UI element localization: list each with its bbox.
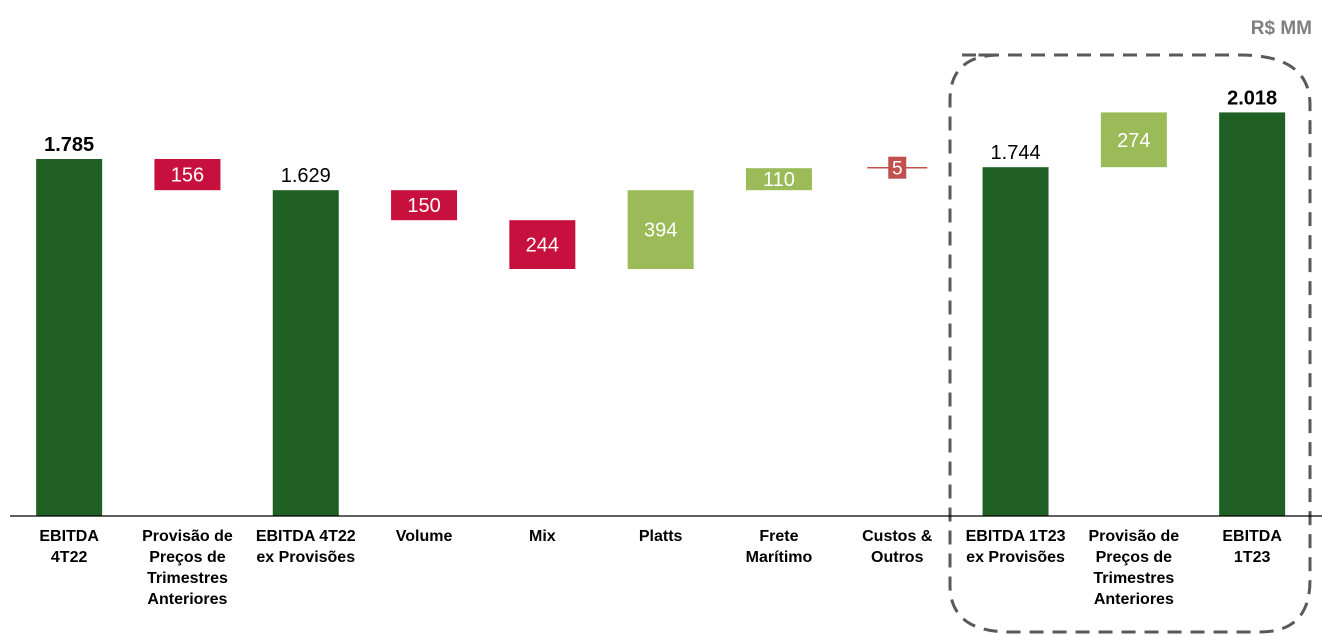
category-label-7: Frete Marítimo: [746, 528, 813, 566]
value-label-4: 150: [407, 195, 440, 217]
highlight-group: [948, 53, 1312, 634]
unit-label: R$ MM: [1250, 18, 1312, 39]
value-label-10: 274: [1117, 130, 1150, 152]
value-labels-layer: 1.785 156 1.629 150 244 394 110 5 1.744 274 2.018: [44, 87, 1277, 256]
highlight-dashed-box: [948, 53, 1312, 634]
category-label-6: Platts: [639, 528, 683, 545]
category-label-5: Mix: [529, 528, 556, 545]
value-label-11: 2.018: [1227, 87, 1277, 109]
value-label-3: 1.629: [281, 165, 331, 187]
value-label-2: 156: [171, 165, 204, 187]
bar-9: [982, 167, 1049, 516]
bar-1: [36, 159, 103, 516]
bar-6: [627, 190, 694, 269]
category-label-9: EBITDA 1T23 ex Provisões: [966, 528, 1066, 566]
bar-10: [1100, 112, 1167, 168]
value-label-5: 244: [526, 235, 559, 257]
category-label-10: Provisão de Preços de Trimestres Anteriores: [1088, 528, 1179, 608]
bars-layer: [36, 112, 1286, 517]
category-label-11: EBITDA 1T23: [1222, 528, 1282, 566]
category-label-4: Volume: [396, 528, 453, 545]
bar-8: [888, 156, 907, 179]
value-label-1: 1.785: [44, 134, 94, 156]
category-label-3: EBITDA 4T22 ex Provisões: [256, 528, 356, 566]
category-label-1: EBITDA 4T22: [39, 528, 99, 566]
value-label-7: 110: [763, 169, 795, 191]
bar-5: [509, 220, 576, 269]
category-label-2: Provisão de Preços de Trimestres Anteriores: [142, 528, 233, 608]
category-labels-layer: EBITDA 4T22 Provisão de Preços de Trimestres…: [39, 528, 1282, 608]
value-label-9: 1.744: [991, 142, 1041, 164]
bar-4: [391, 190, 458, 221]
bar-7: [745, 168, 812, 191]
value-label-6: 394: [644, 220, 677, 242]
category-label-8: Custos & Outros: [862, 528, 933, 566]
value-label-8: 5: [892, 159, 903, 180]
bar-11: [1219, 112, 1286, 517]
bar-3: [272, 190, 339, 516]
bar-2: [154, 159, 221, 191]
